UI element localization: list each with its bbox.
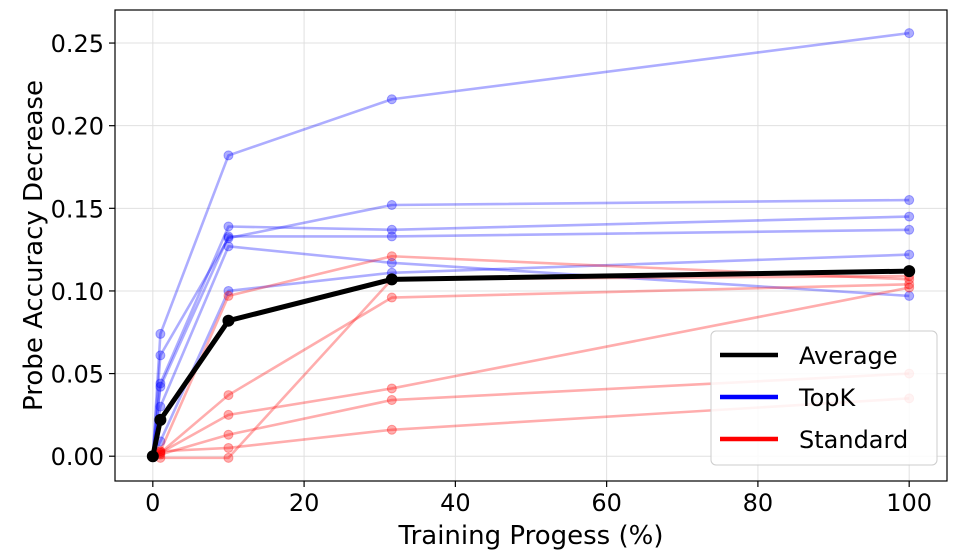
series-line xyxy=(151,215,910,457)
data-point xyxy=(154,413,167,426)
data-point xyxy=(223,233,234,244)
series-line xyxy=(152,397,910,458)
data-point xyxy=(155,378,166,389)
data-point xyxy=(223,150,234,161)
data-point xyxy=(386,257,397,268)
data-point xyxy=(386,231,397,242)
data-point xyxy=(223,390,234,401)
y-tick-label: 0.10 xyxy=(51,278,104,306)
x-tick-label: 100 xyxy=(886,489,932,517)
data-point xyxy=(904,290,915,301)
x-tick-label: 20 xyxy=(289,489,320,517)
legend-label: TopK xyxy=(798,384,857,412)
data-point xyxy=(904,249,915,260)
data-point xyxy=(386,224,397,235)
series-lines xyxy=(146,28,916,463)
plot-frame xyxy=(114,9,948,482)
data-point xyxy=(223,429,234,440)
x-axis-label: Training Progess (%) xyxy=(398,521,664,551)
data-point xyxy=(223,442,234,453)
data-point xyxy=(223,409,234,420)
y-tick-label: 0.20 xyxy=(51,113,104,141)
axis-ticks: 0 20 40 60 80 100 0.00 0.05 0.10 0.15 0.20 0.25 xyxy=(51,30,933,517)
data-point xyxy=(223,452,234,463)
x-tick-label: 80 xyxy=(743,489,774,517)
x-tick-label: 40 xyxy=(440,489,471,517)
series-average xyxy=(146,265,916,463)
x-tick-label: 60 xyxy=(591,489,622,517)
data-point xyxy=(385,273,398,286)
data-point xyxy=(386,292,397,303)
data-point xyxy=(223,241,234,252)
legend-label: Standard xyxy=(799,426,908,454)
y-tick-label: 0.25 xyxy=(51,30,104,58)
data-point xyxy=(223,285,234,296)
data-point xyxy=(904,195,915,206)
data-point xyxy=(904,211,915,222)
y-axis-label: Probe Accuracy Decrease xyxy=(19,80,49,411)
data-point xyxy=(904,28,915,39)
y-tick-label: 0.00 xyxy=(51,443,104,471)
legend-label: Average xyxy=(799,342,898,370)
data-point xyxy=(386,251,397,262)
y-tick-label: 0.15 xyxy=(51,195,104,223)
data-point xyxy=(223,290,234,301)
data-point xyxy=(386,395,397,406)
data-point xyxy=(223,231,234,242)
series-line xyxy=(151,31,910,457)
series-line xyxy=(151,198,910,457)
series-line xyxy=(151,253,910,457)
data-point xyxy=(386,424,397,435)
data-point xyxy=(904,282,915,293)
data-point xyxy=(155,350,166,361)
data-point xyxy=(903,265,916,278)
data-point xyxy=(146,450,159,463)
data-point xyxy=(223,221,234,232)
data-point xyxy=(386,94,397,105)
series-line xyxy=(151,228,910,457)
y-tick-label: 0.05 xyxy=(51,361,104,389)
data-point xyxy=(386,200,397,211)
series-line xyxy=(152,254,910,458)
data-point xyxy=(155,401,166,412)
grid-lines xyxy=(115,10,947,481)
data-point xyxy=(155,328,166,339)
data-point xyxy=(904,224,915,235)
data-point xyxy=(155,381,166,392)
x-tick-label: 0 xyxy=(145,489,160,517)
data-point xyxy=(904,279,915,290)
data-point xyxy=(386,383,397,394)
data-point xyxy=(222,314,235,327)
legend: Average TopK Standard xyxy=(710,330,938,466)
legend-box xyxy=(710,330,938,466)
